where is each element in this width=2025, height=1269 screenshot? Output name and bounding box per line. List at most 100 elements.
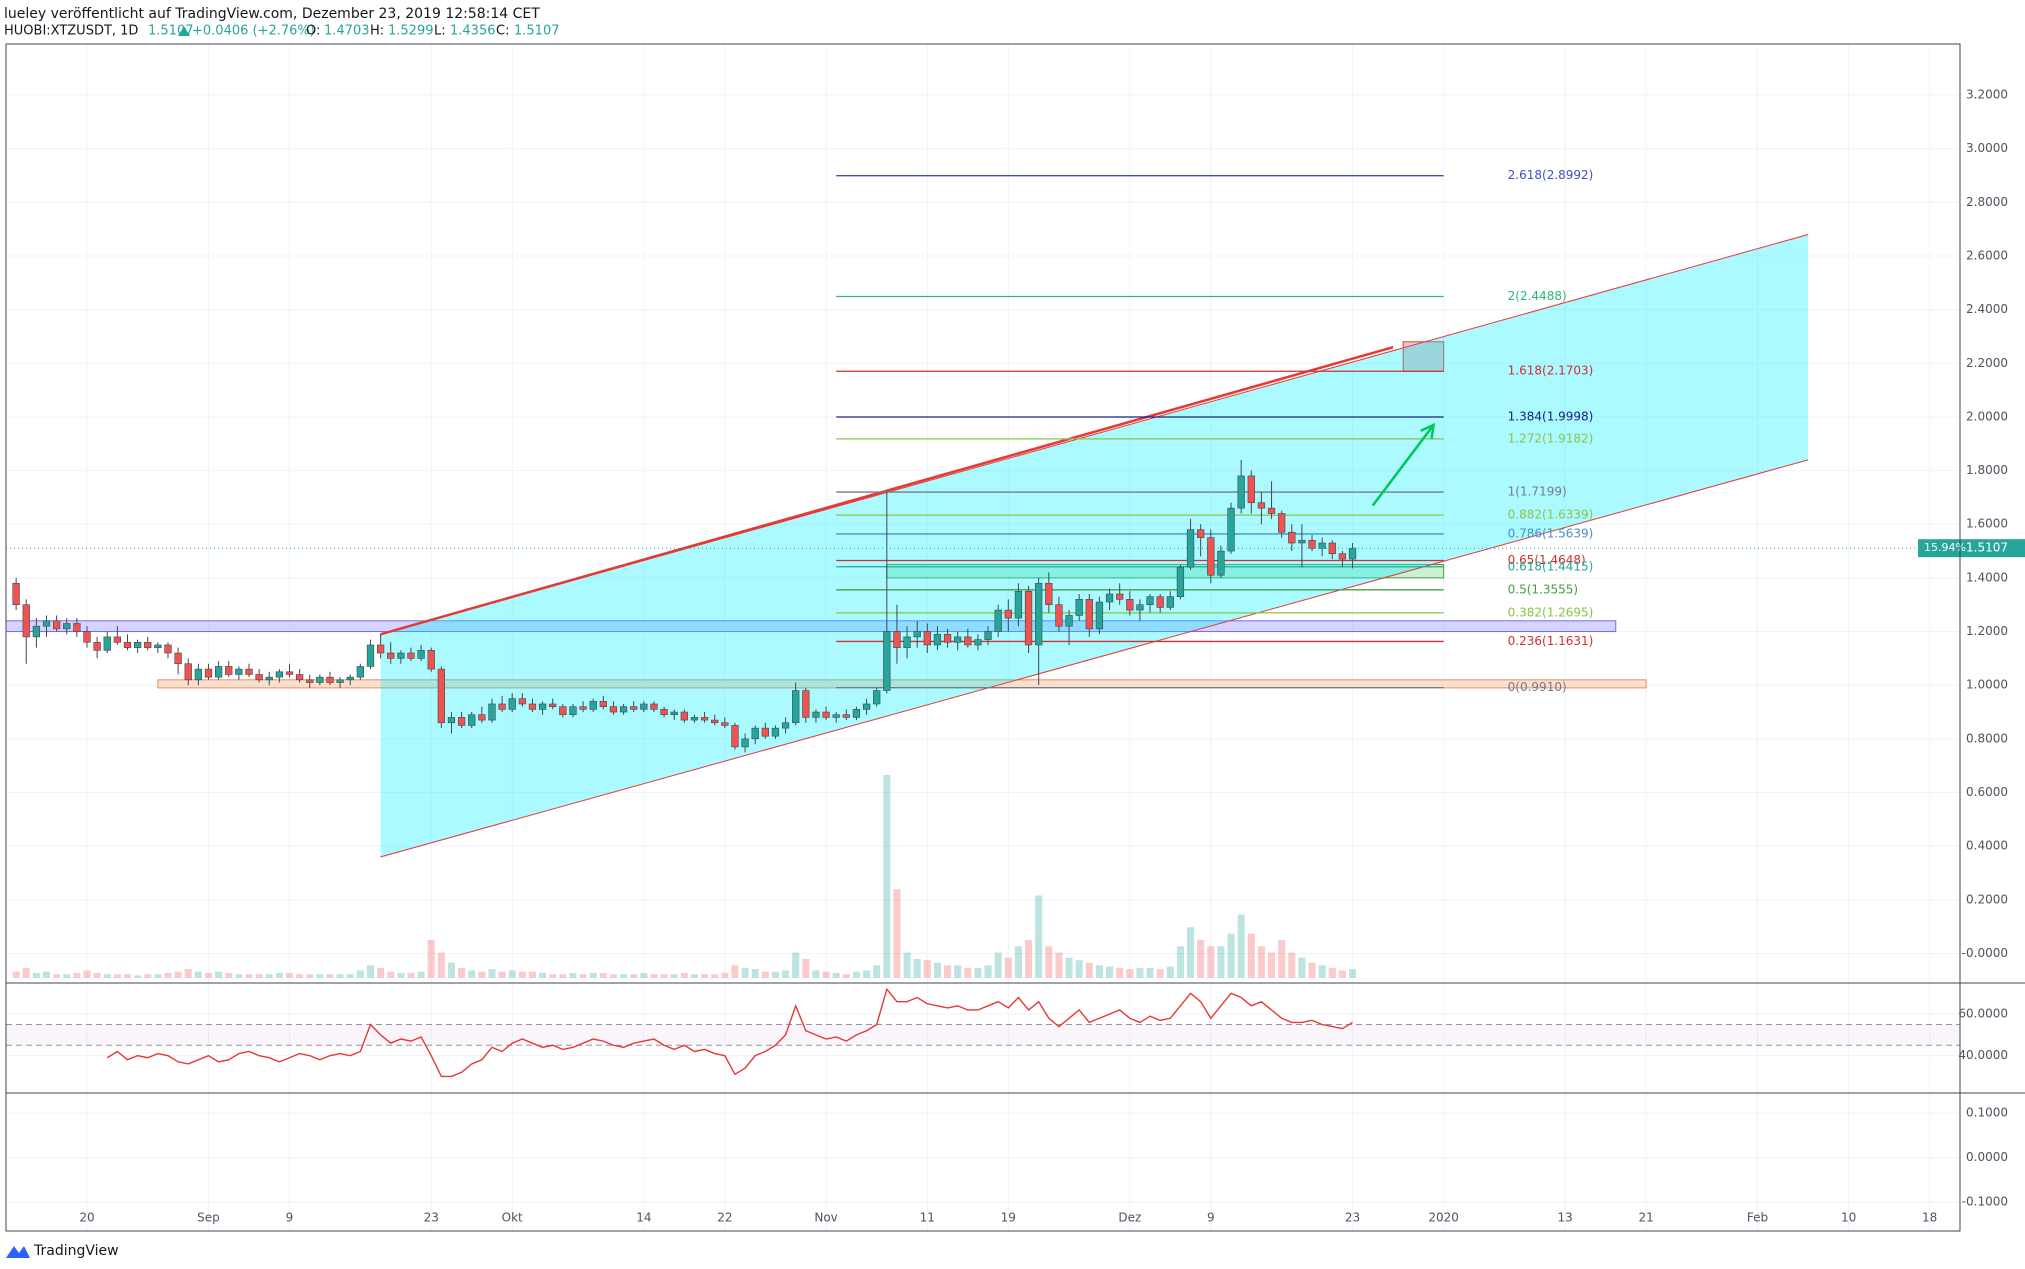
volume-bar bbox=[1075, 960, 1083, 978]
y-tick-label: 3.2000 bbox=[1966, 87, 2008, 101]
candle-body bbox=[285, 671, 294, 675]
y-tick-label: -0.0000 bbox=[1962, 946, 2008, 960]
candle-body bbox=[1095, 601, 1104, 630]
pane-border bbox=[5, 43, 1961, 1232]
candle-body bbox=[336, 679, 344, 683]
candle-body bbox=[792, 690, 800, 724]
volume-bar bbox=[83, 970, 91, 978]
candle-body bbox=[873, 690, 881, 705]
x-tick-label: 22 bbox=[717, 1211, 732, 1225]
volume-bar bbox=[539, 972, 547, 978]
volume-bar bbox=[690, 974, 698, 978]
volume-bar bbox=[53, 974, 61, 978]
candle-body bbox=[802, 690, 810, 718]
volume-bar bbox=[1217, 946, 1225, 978]
candle-body bbox=[771, 727, 780, 737]
candle-body bbox=[1257, 502, 1266, 509]
volume-bar bbox=[559, 974, 567, 978]
volume-bar bbox=[134, 975, 142, 978]
volume-bar bbox=[863, 970, 871, 978]
volume-bar bbox=[944, 965, 952, 978]
volume-bar bbox=[1166, 966, 1174, 978]
candle-body bbox=[1308, 540, 1316, 549]
candle-body bbox=[1035, 582, 1043, 646]
x-tick-label: 13 bbox=[1558, 1211, 1573, 1225]
fib-label: 0.382(1.2695) bbox=[1508, 605, 1594, 619]
x-tick-label: Sep bbox=[197, 1211, 220, 1225]
volume-bar bbox=[933, 962, 941, 978]
volume-bar bbox=[913, 958, 921, 978]
symbol: HUOBI:XTZUSDT, 1D bbox=[4, 24, 138, 39]
candle-body bbox=[356, 666, 364, 678]
candle-body bbox=[1045, 582, 1053, 606]
y-tick-label: 1.4000 bbox=[1966, 570, 2008, 584]
volume-bar bbox=[1257, 946, 1265, 978]
volume-bar bbox=[508, 970, 516, 978]
volume-bar bbox=[174, 971, 182, 978]
candle-body bbox=[630, 706, 638, 710]
volume-bar bbox=[974, 967, 982, 978]
candle-body bbox=[1176, 566, 1185, 597]
candle-body bbox=[144, 641, 152, 648]
volume-bar bbox=[1278, 939, 1286, 978]
y-tick-label: 0.2000 bbox=[1966, 892, 2008, 906]
candle-body bbox=[1004, 609, 1012, 619]
candle-body bbox=[1348, 547, 1357, 560]
channel-fill bbox=[380, 234, 1809, 857]
volume-bar bbox=[1014, 946, 1022, 978]
x-tick-label: Feb bbox=[1747, 1211, 1768, 1225]
h-value: 1.5299 bbox=[388, 24, 434, 39]
candle-body bbox=[174, 652, 182, 665]
x-tick-label: 23 bbox=[424, 1211, 439, 1225]
candle-body bbox=[123, 641, 132, 648]
candle-body bbox=[457, 717, 466, 726]
volume-bar bbox=[458, 967, 466, 978]
fib-label: 0.618(1.4415) bbox=[1508, 559, 1594, 573]
candle-body bbox=[83, 631, 91, 643]
fib-label: 1.618(2.1703) bbox=[1508, 364, 1594, 378]
candle-body bbox=[528, 703, 537, 710]
volume-bar bbox=[528, 971, 537, 978]
candle-body bbox=[619, 706, 628, 713]
candle-body bbox=[680, 711, 688, 721]
up-triangle bbox=[178, 26, 190, 36]
volume-bar bbox=[1004, 957, 1012, 978]
c-label: C: bbox=[496, 24, 509, 39]
candle-body bbox=[903, 636, 911, 648]
y-tick-label: 1.6000 bbox=[1966, 517, 2008, 531]
y-tick-label: 1.2000 bbox=[1966, 624, 2008, 638]
volume-bar bbox=[599, 972, 607, 978]
volume-bar bbox=[42, 971, 51, 978]
volume-bar bbox=[630, 974, 638, 978]
volume-bar bbox=[184, 969, 192, 978]
y-tick-label: 40.0000 bbox=[1958, 1048, 2008, 1062]
volume-bar bbox=[326, 974, 334, 978]
volume-bar bbox=[417, 971, 425, 978]
volume-bar bbox=[883, 774, 891, 978]
candle-body bbox=[518, 698, 526, 705]
volume-bar bbox=[366, 965, 375, 978]
candle-body bbox=[1207, 537, 1215, 576]
candle-body bbox=[326, 676, 334, 683]
candle-body bbox=[721, 722, 729, 726]
fib-label: 0(0.9910) bbox=[1508, 680, 1567, 694]
volume-bar bbox=[113, 974, 121, 978]
volume-bar bbox=[1207, 946, 1215, 978]
volume-bar bbox=[852, 971, 860, 978]
candle-body bbox=[478, 714, 486, 721]
candle-body bbox=[275, 671, 283, 678]
candle-body bbox=[1055, 604, 1063, 627]
candle-body bbox=[387, 652, 395, 659]
candle-body bbox=[316, 676, 324, 683]
candle-body bbox=[1014, 591, 1023, 619]
candle-body bbox=[42, 620, 51, 627]
volume-bar bbox=[32, 972, 40, 978]
candle-body bbox=[498, 703, 506, 710]
candle-body bbox=[974, 639, 982, 646]
candle-body bbox=[1024, 591, 1033, 646]
volume-bar bbox=[609, 974, 618, 978]
fib-label: 1.384(1.9998) bbox=[1508, 409, 1594, 423]
volume-bar bbox=[893, 889, 901, 978]
y-tick-label: 0.0000 bbox=[1966, 1150, 2008, 1164]
volume-bar bbox=[650, 974, 658, 978]
